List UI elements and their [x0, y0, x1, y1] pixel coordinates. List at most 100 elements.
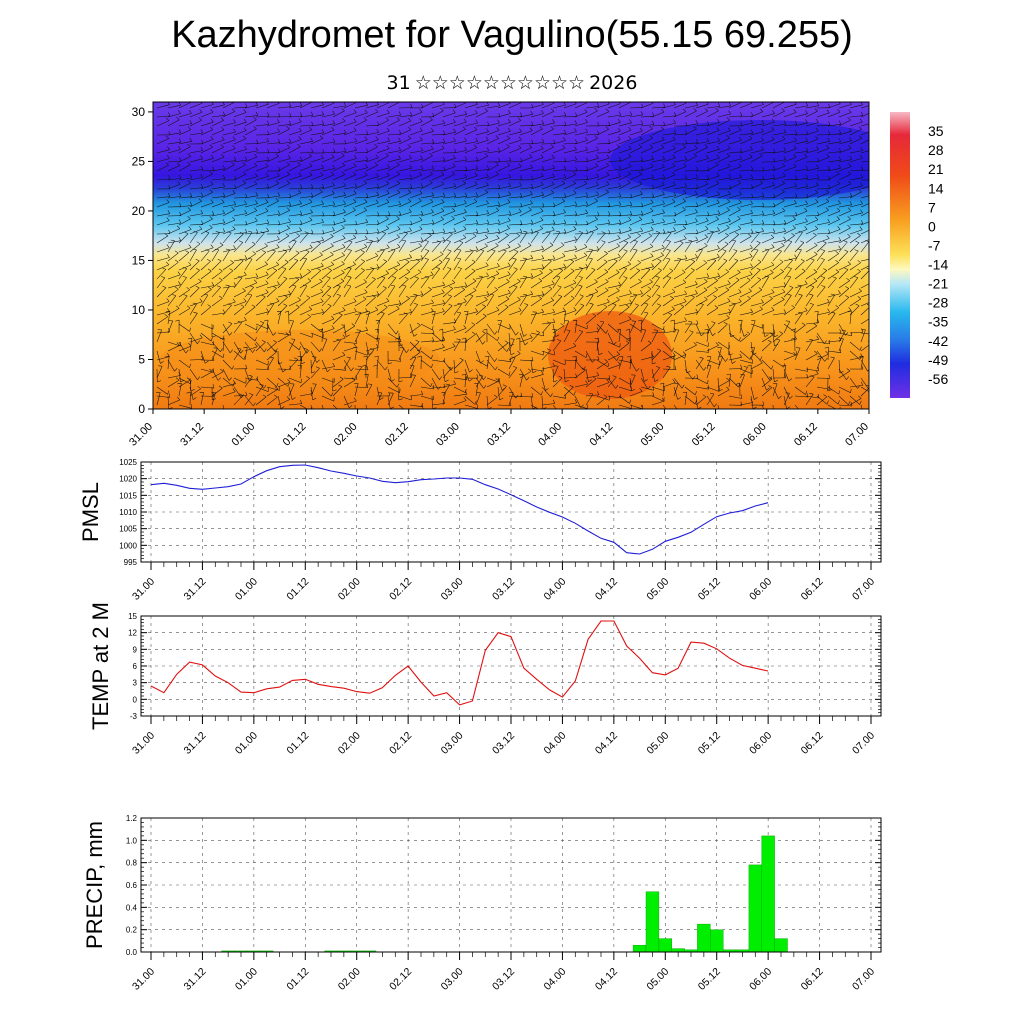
wind-barb — [728, 102, 741, 109]
wind-barb-flag — [222, 228, 226, 233]
wind-barb — [794, 186, 808, 190]
wind-barb-flag — [405, 259, 410, 263]
wind-barb — [156, 165, 169, 172]
wind-barb — [497, 185, 511, 190]
wind-barb-flag — [651, 155, 654, 160]
wind-barb — [552, 212, 566, 217]
wind-barb — [178, 218, 191, 226]
wind-barb-flag — [375, 136, 379, 140]
wind-barb — [574, 149, 588, 154]
wind-barb — [717, 356, 723, 370]
wind-barb — [178, 205, 192, 208]
wind-barb-flag — [341, 269, 345, 274]
wind-barb-flag — [353, 118, 357, 123]
wind-barb-flag — [245, 364, 248, 369]
wind-barb — [255, 211, 269, 217]
wind-barb-flag — [375, 337, 380, 340]
wind-barb — [387, 386, 400, 394]
wind-barb — [629, 321, 636, 334]
wind-barb-flag — [573, 307, 577, 311]
wind-barb-flag — [727, 190, 731, 195]
wind-barb — [684, 194, 698, 199]
wind-barb-flag — [411, 356, 417, 358]
wind-barb — [167, 240, 181, 244]
wind-barb — [849, 229, 863, 235]
wind-barb-flag — [836, 180, 841, 184]
wind-barb-flag — [717, 191, 720, 195]
wind-barb-flag — [551, 181, 555, 185]
wind-barb-flag — [774, 416, 778, 418]
wind-barb — [486, 204, 500, 208]
wind-barb — [717, 243, 729, 253]
wind-barb — [651, 400, 665, 406]
wind-barb-flag — [200, 155, 203, 159]
wind-barb-flag — [828, 229, 831, 234]
wind-barb — [211, 186, 225, 190]
wind-barb-flag — [541, 120, 545, 124]
wind-barb-flag — [419, 109, 423, 113]
wind-barb-flag — [439, 376, 443, 380]
wind-barb-flag — [616, 328, 621, 331]
wind-barb — [794, 270, 806, 280]
wind-barb-flag — [187, 215, 191, 220]
wind-barb-flag — [413, 293, 418, 296]
wind-barb — [783, 268, 792, 280]
wind-barb-flag — [586, 166, 589, 171]
wind-barb-flag — [465, 166, 468, 171]
wind-barb — [420, 350, 432, 360]
wind-barb-flag — [441, 307, 445, 312]
wind-barb — [376, 359, 386, 371]
wind-barb-flag — [183, 294, 188, 297]
wind-barb — [618, 268, 627, 280]
wind-barb-flag — [552, 308, 555, 313]
wind-barb — [255, 232, 265, 244]
wind-barb-flag — [379, 397, 384, 400]
wind-barb — [717, 301, 731, 307]
wind-barb — [244, 395, 254, 407]
wind-barb-flag — [364, 373, 369, 376]
xsec-x-tick-label: 04.00 — [536, 421, 564, 449]
wind-barb — [772, 132, 786, 136]
wind-barb — [860, 241, 869, 253]
wind-barb-flag — [443, 383, 446, 388]
wind-barb-flag — [786, 406, 791, 409]
wind-barb — [629, 107, 644, 109]
wind-barb — [629, 130, 643, 136]
wind-barb-flag — [200, 192, 204, 197]
wind-barb — [849, 271, 861, 280]
wind-barb-flag — [262, 250, 266, 253]
wind-barb-flag — [321, 120, 325, 125]
wind-barb-flag — [759, 152, 763, 157]
wind-barb-flag — [695, 308, 698, 313]
wind-barb — [178, 359, 190, 368]
wind-barb-flag — [845, 295, 849, 298]
wind-barb-flag — [578, 231, 583, 233]
wind-barb-flag — [475, 219, 479, 224]
wind-barb — [233, 301, 247, 307]
wind-barb-flag — [715, 342, 719, 346]
wind-barb — [354, 152, 369, 154]
precip-panel: 1.21.00.80.60.40.20.031.00 31.12 01.00 01.1… — [82, 814, 882, 993]
wind-barb-flag — [696, 229, 699, 234]
wind-barb-flag — [285, 332, 290, 336]
wind-barb — [574, 350, 587, 358]
wind-barb — [838, 251, 849, 262]
wind-barb-flag — [170, 239, 175, 242]
wind-barb-flag — [495, 207, 500, 211]
wind-barb — [530, 374, 544, 379]
wind-barb-flag — [825, 198, 830, 202]
wind-barb — [156, 269, 167, 280]
wind-barb-flag — [859, 355, 864, 358]
wind-barb-flag — [253, 279, 258, 283]
wind-barb-flag — [749, 153, 753, 158]
wind-barb-flag — [588, 379, 593, 383]
wind-barb-flag — [508, 371, 511, 376]
wind-barb-flag — [859, 226, 863, 230]
wind-barb — [728, 194, 742, 199]
wind-barb — [409, 219, 423, 226]
wind-barb — [838, 241, 848, 253]
wind-barb-flag — [859, 346, 862, 351]
wind-barb — [717, 404, 719, 409]
wind-barb-flag — [486, 165, 490, 170]
wind-barb — [299, 196, 313, 199]
